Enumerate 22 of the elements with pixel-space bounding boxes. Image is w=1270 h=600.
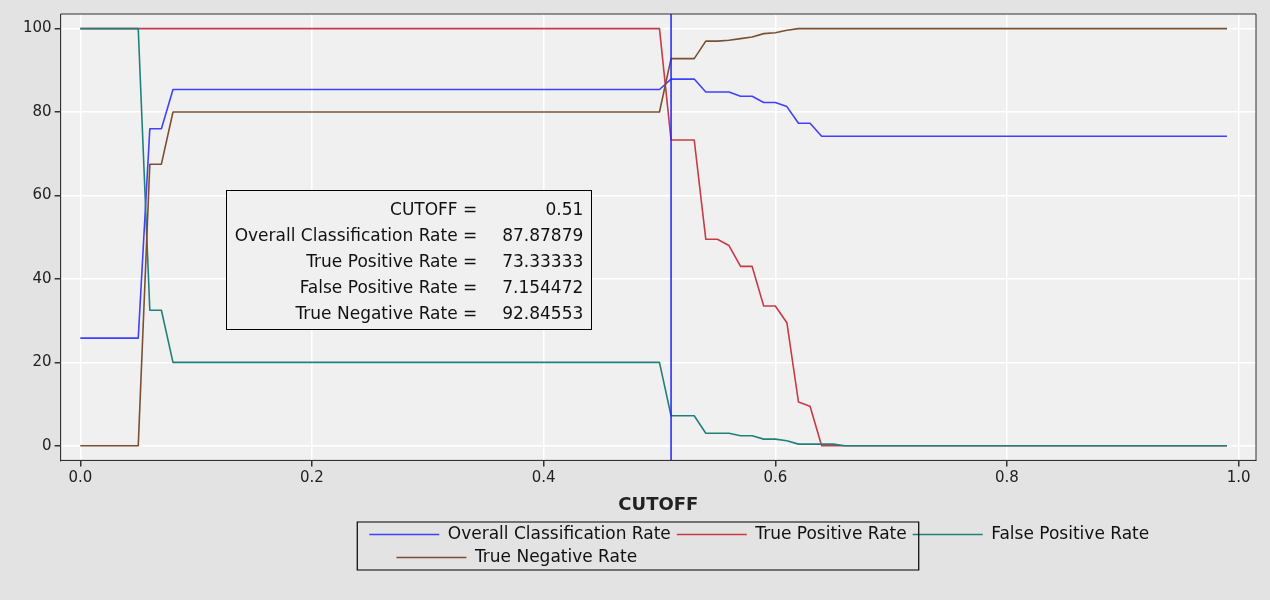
x-tick-label: 0.4 [531,468,556,487]
y-tick-label: 60 [32,185,52,204]
y-tick-label: 100 [22,18,52,37]
x-axis-title: CUTOFF [618,492,699,514]
y-tick-label: 0 [42,435,52,454]
text: True Positive Rate = 73.33333 [306,251,584,271]
text: False Positive Rate = 7.154472 [299,277,584,297]
y-tick-label: 40 [32,268,52,287]
x-tick-label: 1.0 [1226,468,1251,487]
text: Overall Classification Rate = 87.87879 [234,225,584,245]
x-tick-label: 0.0 [68,468,93,487]
legend-label: False Positive Rate [991,522,1150,543]
x-tick-label: 0.8 [995,468,1019,487]
legend-label: True Negative Rate [473,545,638,566]
legend-label: Overall Classification Rate [447,522,671,543]
y-tick-label: 20 [32,352,52,371]
legend-label: True Positive Rate [754,522,907,543]
x-tick-label: 0.6 [763,468,788,487]
text: True Negative Rate = 92.84553 [295,303,584,323]
text: CUTOFF = 0.51 [390,199,584,219]
y-tick-label: 80 [32,101,52,120]
x-tick-label: 0.2 [300,468,324,487]
